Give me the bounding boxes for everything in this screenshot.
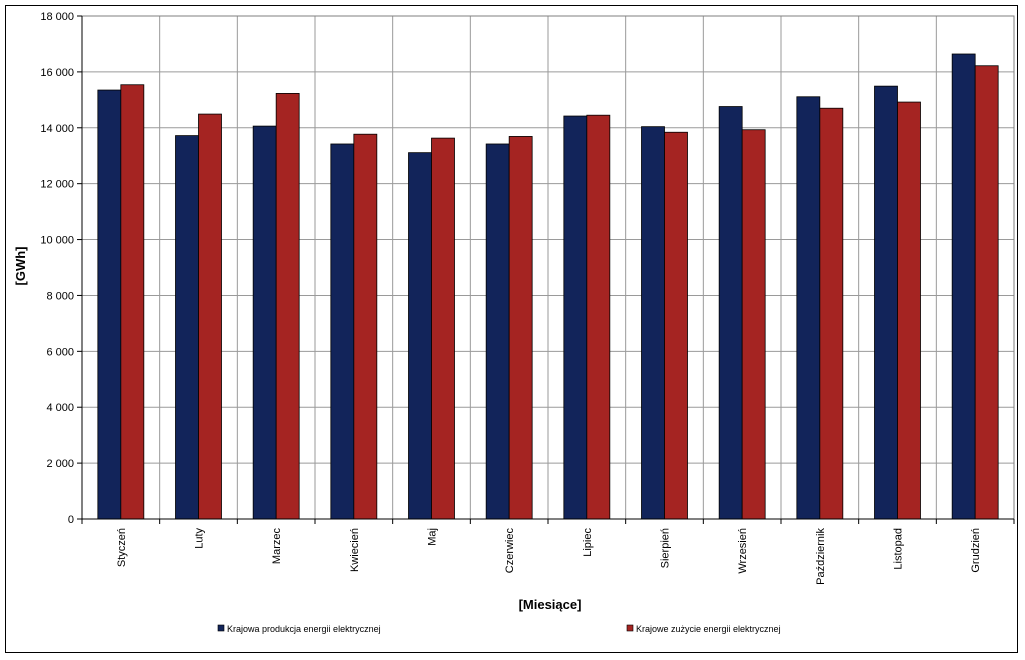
x-tick-label: Wrzesień [737,528,749,574]
x-tick-label: Listopad [893,528,905,570]
bar [275,93,300,520]
legend-label: Krajowa produkcja energii elektrycznej [227,624,381,634]
bar [974,65,999,520]
bar [485,143,510,520]
bar [330,143,355,520]
y-tick-label: 0 [68,514,74,526]
bar [175,135,199,520]
bar [97,89,122,520]
y-tick-label: 10 000 [40,235,74,247]
x-tick-label: Grudzień [970,528,982,573]
bar [741,129,766,520]
x-tick-label: Sierpień [660,528,672,568]
bar [951,53,976,520]
bar [508,136,533,520]
x-axis-title: [Miesiące] [519,597,582,612]
x-tick-label: Styczeń [116,528,128,567]
y-tick-labels: 0 2 000 4 000 6 000 8 000 10 000 12 000 14 000 1… [40,11,74,526]
y-tick-label: 12 000 [40,179,74,191]
x-tick-labels: Styczeń Luty Marzec Kwiecień Maj Czerwiec Lipi… [116,528,982,585]
axes-layer [77,15,1015,524]
bar [563,115,588,520]
y-tick-label: 16 000 [40,67,74,79]
legend-swatch [626,624,634,632]
legend: Krajowa produkcja energii elektrycznej Kr… [217,624,781,634]
x-tick-label: Październik [815,528,827,585]
bar [641,126,665,520]
x-tick-label: Marzec [271,528,283,565]
x-tick-label: Luty [194,528,206,549]
y-tick-label: 2 000 [46,458,74,470]
bar [431,137,455,520]
bar [796,96,821,520]
bar [874,85,898,520]
legend-swatch [217,624,225,632]
bar [819,107,844,520]
y-axis-title: [GWh] [13,247,28,286]
legend-label: Krajowe zużycie energii elektrycznej [636,624,781,634]
bar [664,131,688,520]
bar [252,125,277,520]
x-tick-label: Maj [427,528,439,546]
bar [198,113,222,520]
x-tick-label: Czerwiec [504,528,516,574]
y-tick-label: 6 000 [46,346,74,358]
y-tick-label: 8 000 [46,290,74,302]
bar [408,152,432,520]
y-tick-label: 4 000 [46,402,74,414]
y-tick-label: 14 000 [40,123,74,135]
y-tick-label: 18 000 [40,11,74,23]
bar [718,106,743,520]
bar [353,133,378,520]
bar [897,101,921,520]
bars-layer [97,53,999,520]
x-tick-label: Lipiec [582,528,594,557]
x-tick-label: Kwiecień [349,528,361,572]
bar [120,84,145,520]
bar [586,114,611,520]
